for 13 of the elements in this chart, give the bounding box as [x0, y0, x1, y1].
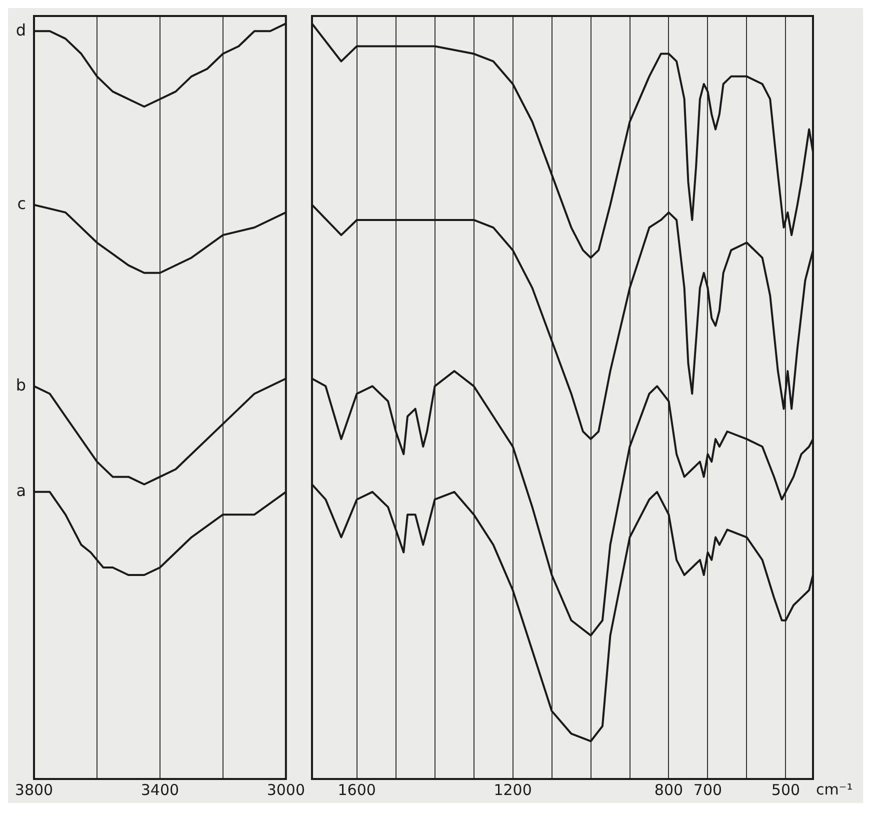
- series-label: b: [16, 375, 26, 394]
- x-tick-label: 1200: [494, 780, 532, 799]
- series-label: d: [16, 20, 26, 40]
- x-tick-label: 500: [771, 780, 800, 799]
- x-axis-title: cm⁻¹: [816, 780, 853, 798]
- series-label: c: [17, 194, 26, 214]
- x-tick-label: 800: [654, 780, 684, 799]
- x-tick-label: 3800: [14, 780, 54, 799]
- series-label: a: [16, 481, 26, 500]
- x-tick-label: 1600: [338, 780, 376, 799]
- x-tick-label: 3000: [266, 780, 306, 799]
- x-tick-label: 3400: [140, 780, 180, 799]
- x-tick-label: 700: [693, 780, 722, 799]
